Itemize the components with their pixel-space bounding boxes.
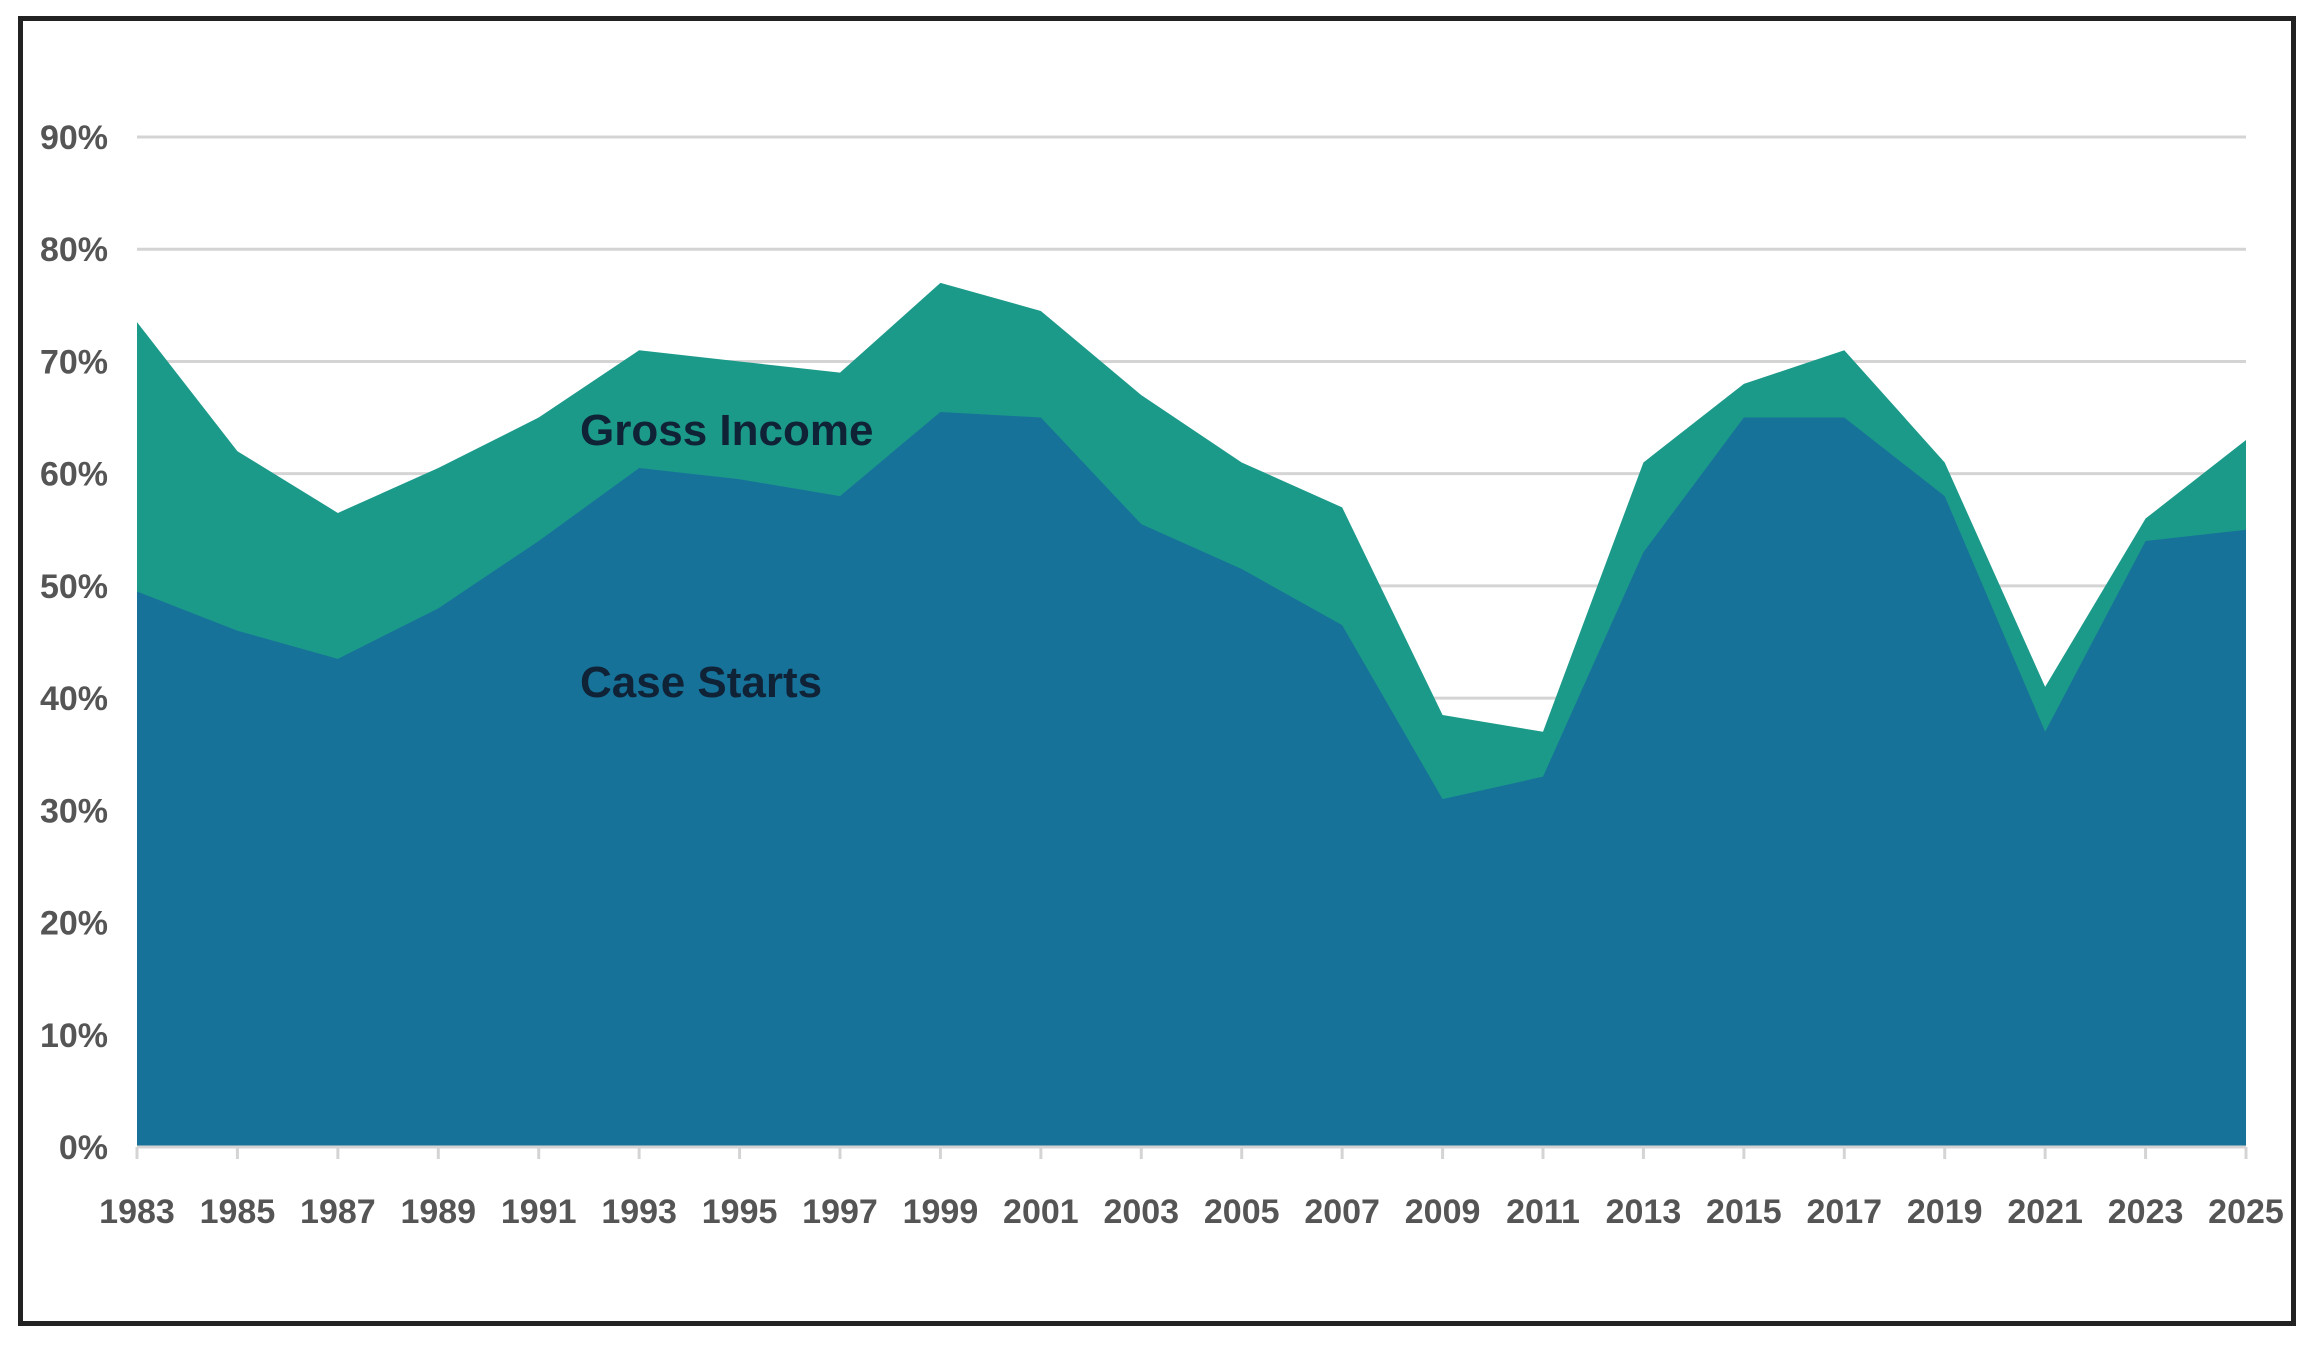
x-axis — [135, 1145, 2248, 1159]
y-tick-label: 10% — [40, 1017, 108, 1055]
x-tick-label: 1997 — [802, 1193, 878, 1231]
y-tick-label: 90% — [40, 119, 108, 157]
area-case-starts — [137, 411, 2246, 1147]
x-tick-label: 1993 — [601, 1193, 677, 1231]
x-tick-label: 2011 — [1506, 1193, 1580, 1231]
x-tick-label: 2025 — [2208, 1193, 2284, 1231]
x-tick-label: 1985 — [200, 1193, 276, 1231]
y-tick-label: 30% — [40, 792, 108, 830]
x-tick-label: 2003 — [1103, 1193, 1179, 1231]
x-tick-label: 2019 — [1907, 1193, 1983, 1231]
y-tick-label: 0% — [59, 1129, 108, 1167]
x-tick-label: 2013 — [1606, 1193, 1682, 1231]
x-tick-label: 2007 — [1304, 1193, 1380, 1231]
x-tick-label: 1987 — [300, 1193, 376, 1231]
x-tick-label: 2005 — [1204, 1193, 1280, 1231]
x-tick-label: 2017 — [1806, 1193, 1882, 1231]
y-axis-ticks: 0% 10% 20% 30% 40% 50% 60% 70% 80% 90% — [40, 119, 108, 1167]
gross-income-label: Gross Income — [580, 406, 873, 455]
x-axis-ticks: 1983 1985 1987 1989 1991 1993 1995 1997 1999 2001… — [99, 1193, 2284, 1231]
x-tick-label: 2023 — [2108, 1193, 2184, 1231]
y-tick-label: 20% — [40, 905, 108, 943]
x-tick-label: 2015 — [1706, 1193, 1782, 1231]
case-starts-label: Case Starts — [580, 658, 822, 707]
y-tick-label: 80% — [40, 231, 108, 269]
x-tick-label: 1991 — [501, 1193, 577, 1231]
x-tick-label: 1983 — [99, 1193, 175, 1231]
x-tick-label: 2001 — [1003, 1193, 1079, 1231]
area-series — [137, 282, 2246, 1147]
y-tick-label: 40% — [40, 680, 108, 718]
x-tick-label: 2021 — [2007, 1193, 2083, 1231]
x-tick-label: 2009 — [1405, 1193, 1481, 1231]
y-tick-label: 60% — [40, 456, 108, 494]
x-tick-label: 1989 — [400, 1193, 476, 1231]
y-tick-label: 50% — [40, 568, 108, 606]
x-tick-label: 1999 — [903, 1193, 979, 1231]
x-tick-label: 1995 — [702, 1193, 778, 1231]
y-tick-label: 70% — [40, 343, 108, 381]
